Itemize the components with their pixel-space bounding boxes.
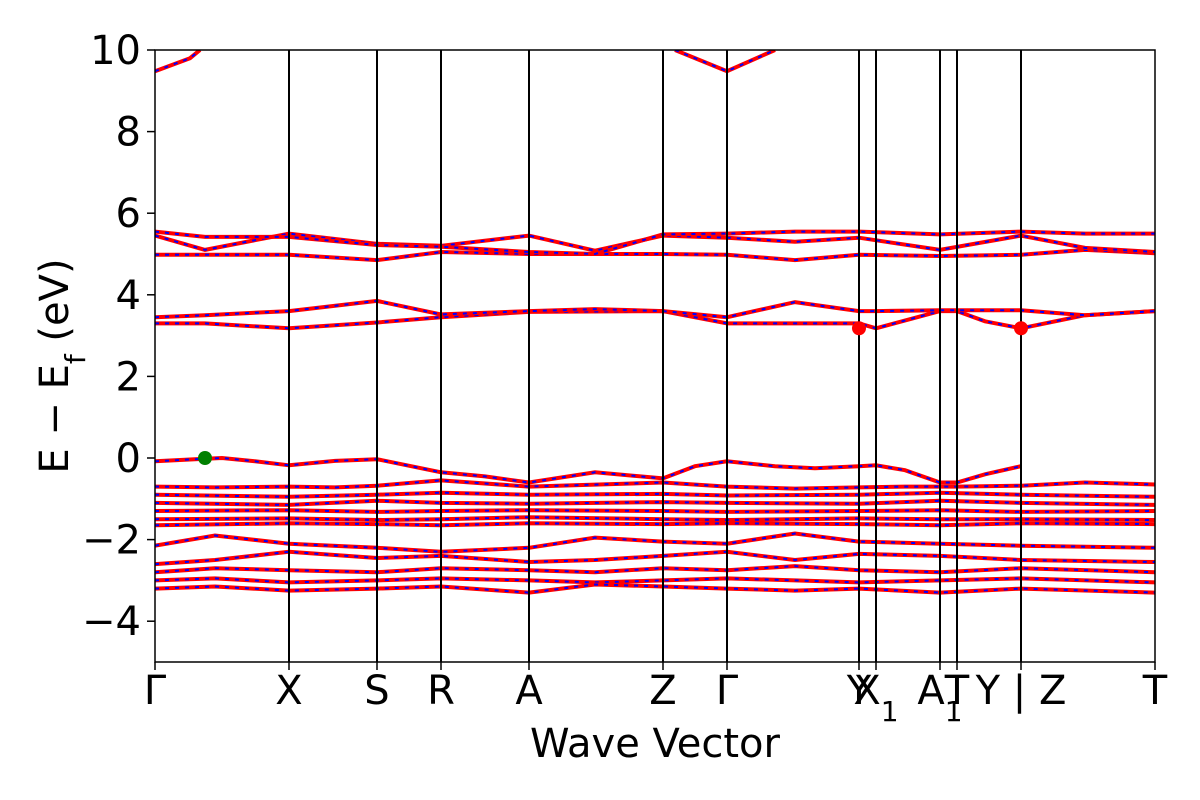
band-0 [155, 455, 1022, 485]
marker-2 [1014, 321, 1028, 336]
band-9-overlay [155, 565, 1155, 574]
y-tick-label: 4 [116, 273, 141, 319]
band-14-overlay [155, 248, 1155, 262]
y-axis-title-main: E − E [32, 364, 78, 474]
band-4-overlay [155, 509, 1155, 513]
band-18-overlay [674, 50, 776, 73]
band-7 [155, 531, 1155, 554]
band-17 [155, 50, 202, 74]
x-tick-label: T [1142, 668, 1168, 714]
marker-1 [852, 321, 866, 336]
x-tick-label: X [275, 668, 302, 714]
x-tick-label: Γ [144, 668, 167, 714]
marker-0 [198, 451, 212, 465]
x-tick-label: Γ [716, 668, 739, 714]
band-5-overlay [155, 516, 1155, 522]
band-0-overlay [155, 456, 1022, 484]
y-tick-label: 6 [116, 191, 141, 237]
x-axis-title: Wave Vector [530, 721, 781, 767]
x-tick-label: Y | Z [975, 668, 1067, 714]
band-6-overlay [155, 522, 1155, 527]
kpoint-separators [288, 50, 1022, 662]
x-tick-label: Z [649, 668, 676, 714]
y-tick-label: 0 [116, 436, 141, 482]
y-tick-label: 10 [90, 28, 141, 74]
band-8-overlay [155, 550, 1155, 566]
y-tick-label: −4 [82, 599, 141, 645]
x-tick-label: R [427, 668, 455, 714]
band-11-overlay [155, 583, 1155, 594]
band-13-overlay [155, 299, 1155, 319]
y-axis-title-subscript: f [59, 353, 92, 364]
y-tick-label: 2 [116, 354, 141, 400]
y-axis-title-unit: (eV) [32, 258, 78, 354]
band-2-overlay [155, 491, 1155, 498]
x-tick-label: A [515, 668, 543, 714]
band-edge-markers [198, 321, 1028, 465]
band-17-overlay [155, 50, 201, 73]
y-axis-title: E − Ef (eV) [32, 258, 92, 473]
x-tick-label: Y [846, 668, 872, 714]
band-12-overlay [155, 310, 1155, 330]
y-tick-label: 8 [116, 110, 141, 156]
band-3-overlay [155, 499, 1155, 506]
band-10-overlay [155, 577, 1155, 584]
x-tick-label: S [364, 668, 389, 714]
plot-frame [154, 49, 1156, 663]
x-tick-label: A1 [917, 668, 962, 728]
band-18 [674, 50, 776, 74]
y-axis-ticks: −4 −2 0 2 4 6 8 10 [82, 28, 155, 645]
band-lines [155, 50, 1155, 595]
x-tick-label: T [944, 668, 970, 714]
y-tick-label: −2 [82, 518, 141, 564]
band-12 [155, 309, 1155, 331]
x-tick-label: X1 [853, 668, 898, 728]
